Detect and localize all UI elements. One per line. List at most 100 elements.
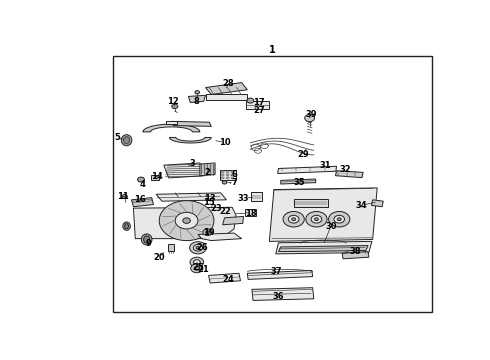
Circle shape: [292, 218, 295, 221]
Text: 7: 7: [231, 178, 237, 187]
Circle shape: [306, 211, 327, 227]
Text: 6: 6: [231, 170, 237, 179]
Polygon shape: [222, 216, 244, 225]
Circle shape: [231, 177, 234, 179]
Text: 11: 11: [117, 192, 129, 201]
Polygon shape: [281, 179, 316, 184]
Circle shape: [231, 174, 234, 176]
Circle shape: [226, 177, 229, 179]
Text: 4: 4: [140, 180, 146, 189]
Circle shape: [172, 104, 178, 109]
Text: 23: 23: [210, 204, 222, 213]
Circle shape: [191, 264, 203, 273]
Bar: [113, 56, 432, 312]
Text: 20: 20: [153, 253, 165, 262]
Polygon shape: [143, 124, 200, 132]
Ellipse shape: [124, 224, 128, 229]
Circle shape: [195, 91, 199, 94]
Bar: [251, 192, 262, 201]
Polygon shape: [159, 201, 214, 240]
Text: 27: 27: [253, 106, 265, 115]
Text: 35: 35: [294, 178, 305, 187]
Polygon shape: [276, 242, 372, 254]
Text: 32: 32: [340, 165, 351, 174]
Text: 17: 17: [253, 98, 265, 107]
Circle shape: [194, 244, 202, 251]
Circle shape: [203, 229, 212, 235]
Polygon shape: [209, 273, 241, 283]
Text: 24: 24: [222, 275, 234, 284]
Text: 33: 33: [238, 194, 249, 203]
Polygon shape: [270, 188, 377, 242]
Bar: [220, 170, 236, 180]
Ellipse shape: [123, 222, 130, 230]
Circle shape: [221, 177, 224, 179]
Polygon shape: [278, 246, 368, 252]
Text: 10: 10: [219, 138, 230, 147]
Text: 34: 34: [355, 201, 367, 210]
Text: 25: 25: [193, 263, 205, 272]
Ellipse shape: [144, 236, 150, 243]
Text: 5: 5: [115, 133, 121, 142]
Text: 15: 15: [203, 198, 215, 207]
Polygon shape: [133, 207, 236, 239]
Text: 38: 38: [350, 247, 361, 256]
Circle shape: [226, 174, 229, 176]
Polygon shape: [170, 138, 211, 143]
Circle shape: [221, 171, 224, 173]
Text: 18: 18: [245, 209, 257, 218]
Circle shape: [183, 218, 190, 223]
Circle shape: [247, 98, 254, 103]
Bar: [151, 175, 159, 180]
Ellipse shape: [142, 234, 152, 245]
Polygon shape: [206, 94, 247, 100]
Circle shape: [122, 194, 127, 198]
Circle shape: [206, 231, 209, 234]
Polygon shape: [131, 198, 153, 207]
Text: 13: 13: [203, 194, 215, 203]
Text: 16: 16: [134, 195, 146, 204]
Ellipse shape: [123, 136, 129, 144]
Text: 19: 19: [203, 228, 215, 237]
Polygon shape: [336, 171, 363, 177]
Circle shape: [222, 181, 227, 184]
Polygon shape: [342, 252, 369, 259]
Polygon shape: [206, 82, 247, 94]
Polygon shape: [278, 166, 337, 174]
Polygon shape: [156, 193, 226, 201]
Text: 39: 39: [305, 110, 317, 119]
Ellipse shape: [121, 135, 132, 146]
Polygon shape: [371, 200, 383, 207]
Bar: [294, 199, 328, 207]
Text: 3: 3: [190, 159, 195, 168]
Circle shape: [334, 215, 344, 223]
Text: 14: 14: [151, 172, 163, 181]
Circle shape: [315, 218, 318, 221]
Circle shape: [194, 266, 199, 270]
Bar: [168, 244, 174, 251]
Circle shape: [337, 218, 341, 221]
Polygon shape: [247, 270, 313, 279]
Circle shape: [196, 246, 200, 249]
Text: 1: 1: [269, 45, 275, 55]
Circle shape: [305, 114, 315, 122]
Text: 29: 29: [298, 150, 309, 158]
Circle shape: [283, 211, 304, 227]
Polygon shape: [198, 233, 242, 240]
Text: 26: 26: [196, 243, 208, 252]
Text: 2: 2: [204, 168, 210, 177]
Text: 21: 21: [198, 265, 210, 274]
Text: 22: 22: [220, 207, 231, 216]
Text: 36: 36: [272, 292, 284, 301]
Polygon shape: [189, 95, 206, 103]
Bar: [246, 102, 269, 109]
Circle shape: [226, 171, 229, 173]
Circle shape: [190, 242, 206, 254]
Text: 31: 31: [319, 161, 331, 170]
Polygon shape: [172, 121, 211, 126]
Circle shape: [329, 211, 350, 227]
Circle shape: [138, 177, 145, 182]
Polygon shape: [200, 163, 215, 176]
Circle shape: [221, 174, 224, 176]
Text: 37: 37: [271, 267, 282, 276]
